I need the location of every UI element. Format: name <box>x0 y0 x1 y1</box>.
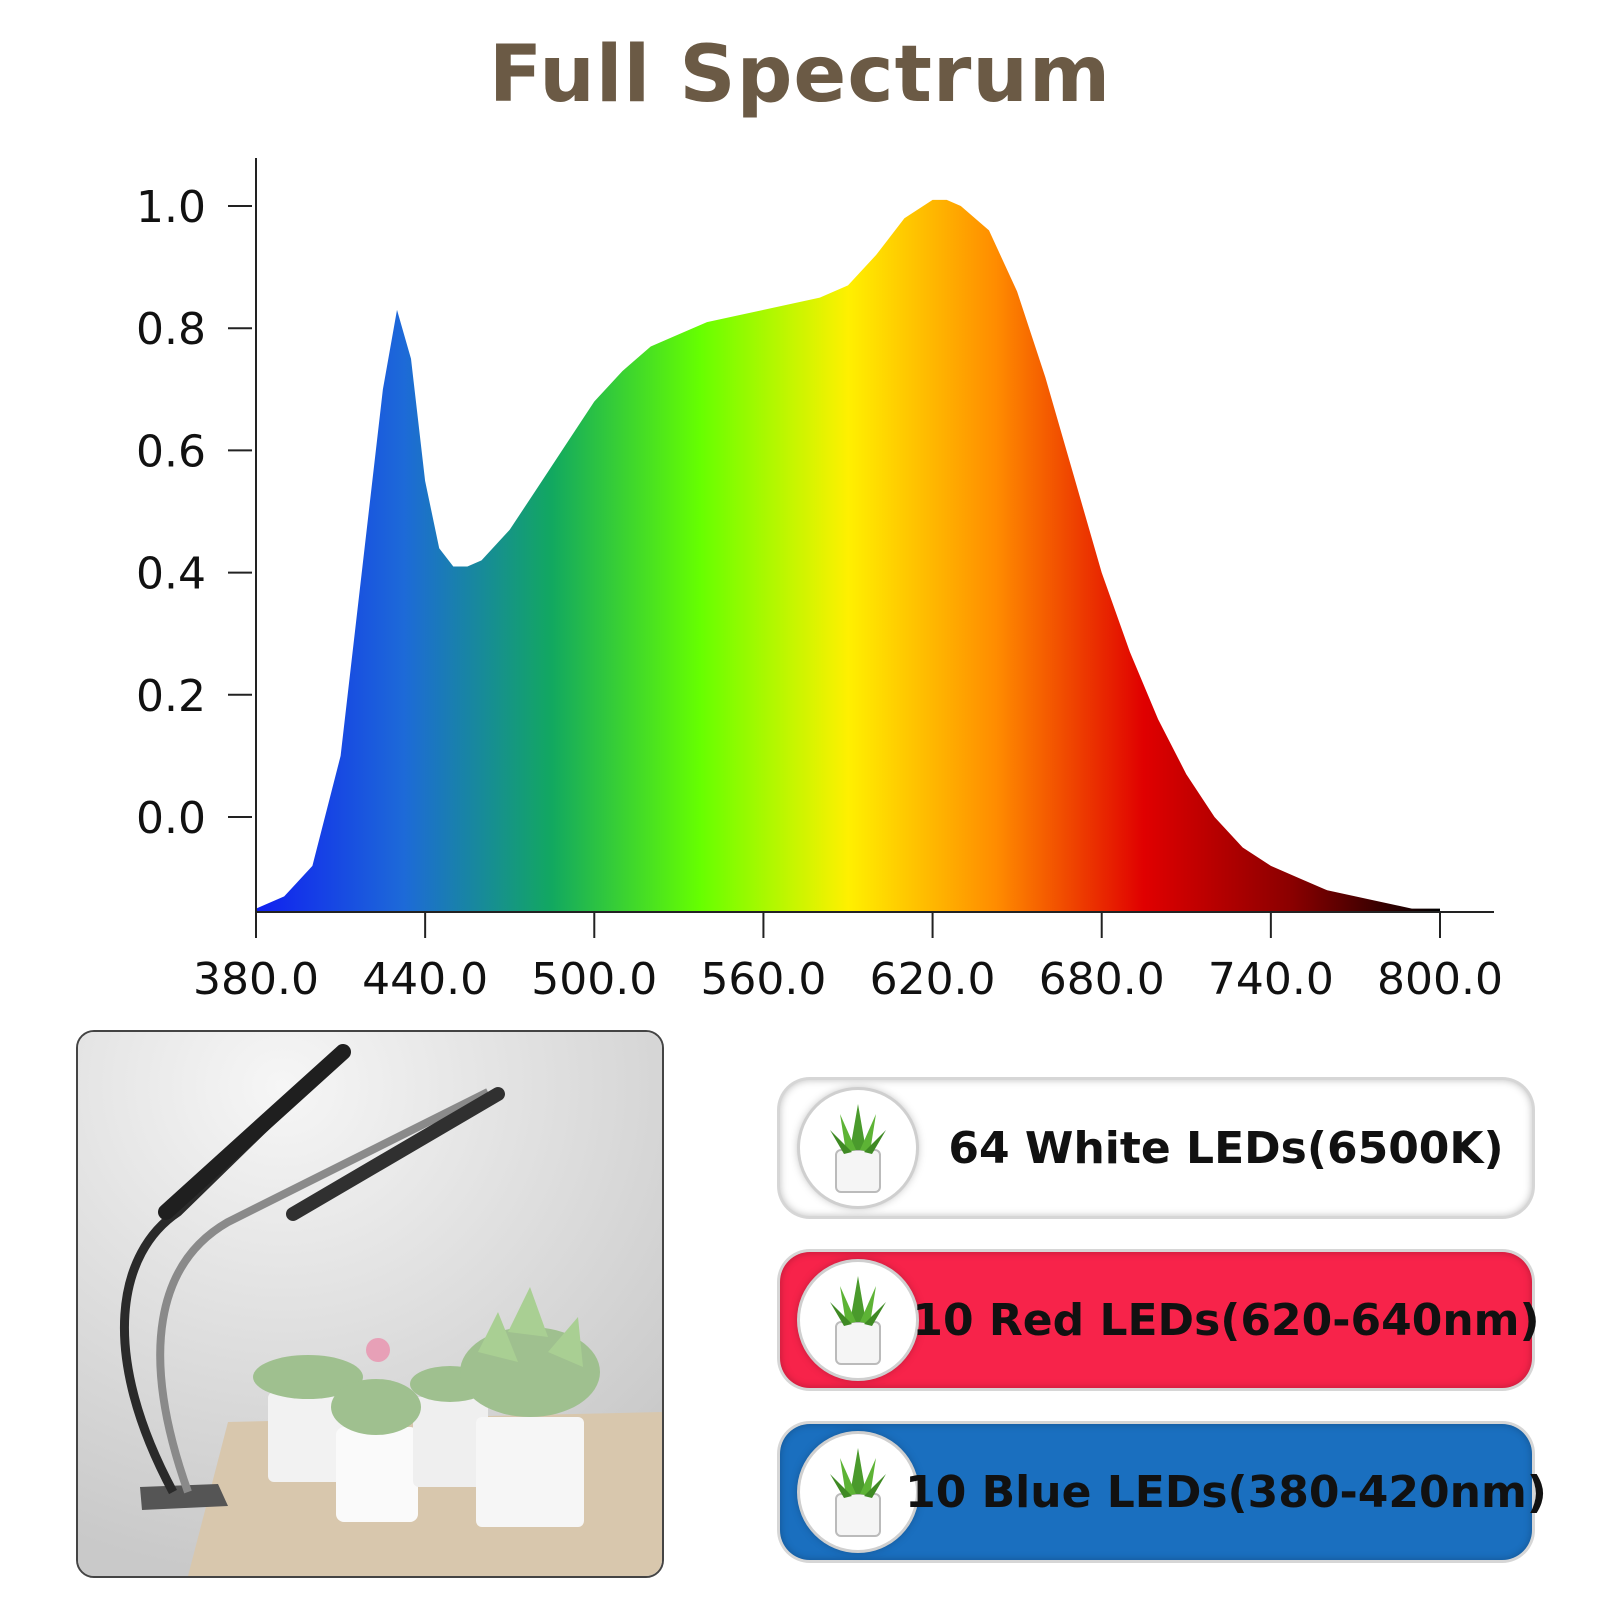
plant-pot-icon <box>800 1262 916 1378</box>
blue-led-label: 10 Blue LEDs(380-420nm) <box>905 1466 1547 1518</box>
plant-pot-icon <box>800 1434 916 1550</box>
spectrum-chart: 0.0 0.2 0.4 0.6 0.8 1.0 380.0 440.0 500.0 560.0 62… <box>136 158 1503 1000</box>
gooseneck-arm <box>120 1050 344 1495</box>
pot <box>268 1392 348 1482</box>
red-led-label: 10 Red LEDs(620-640nm) <box>912 1294 1540 1346</box>
x-tick-label: 380.0 <box>193 954 319 1000</box>
pot <box>336 1427 418 1522</box>
x-tick-label: 740.0 <box>1208 954 1334 1000</box>
x-tick-label: 560.0 <box>700 954 826 1000</box>
y-tick-label: 0.2 <box>136 671 206 722</box>
pot <box>413 1397 488 1487</box>
y-tick-label: 0.8 <box>136 304 206 355</box>
clamp <box>140 1484 228 1510</box>
y-tick-label: 1.0 <box>136 182 206 233</box>
x-tick-label: 440.0 <box>362 954 488 1000</box>
gooseneck-arm <box>156 1088 490 1494</box>
spectrum-area <box>256 199 1440 912</box>
x-tick-label: 500.0 <box>531 954 657 1000</box>
grow-lamp-photo <box>76 1030 664 1578</box>
y-tick-label: 0.6 <box>136 426 206 477</box>
succulents <box>253 1287 600 1435</box>
light-bar <box>286 1087 505 1221</box>
light-bar <box>158 1044 351 1220</box>
red-led-card: 10 Red LEDs(620-640nm) <box>780 1252 1540 1388</box>
plant-pot-icon <box>800 1090 916 1206</box>
lamp-illustration <box>78 1032 662 1576</box>
chart-title: Full Spectrum <box>488 30 1112 120</box>
x-tick-label: 800.0 <box>1377 954 1503 1000</box>
y-tick-label: 0.4 <box>136 549 206 600</box>
y-tick-label: 0.0 <box>136 793 206 844</box>
pot <box>476 1417 584 1527</box>
blue-led-card: 10 Blue LEDs(380-420nm) <box>780 1424 1547 1560</box>
x-tick-label: 680.0 <box>1039 954 1165 1000</box>
white-led-label: 64 White LEDs(6500K) <box>948 1122 1504 1174</box>
x-tick-label: 620.0 <box>870 954 996 1000</box>
flower <box>366 1338 390 1362</box>
white-led-card: 64 White LEDs(6500K) <box>780 1080 1532 1216</box>
